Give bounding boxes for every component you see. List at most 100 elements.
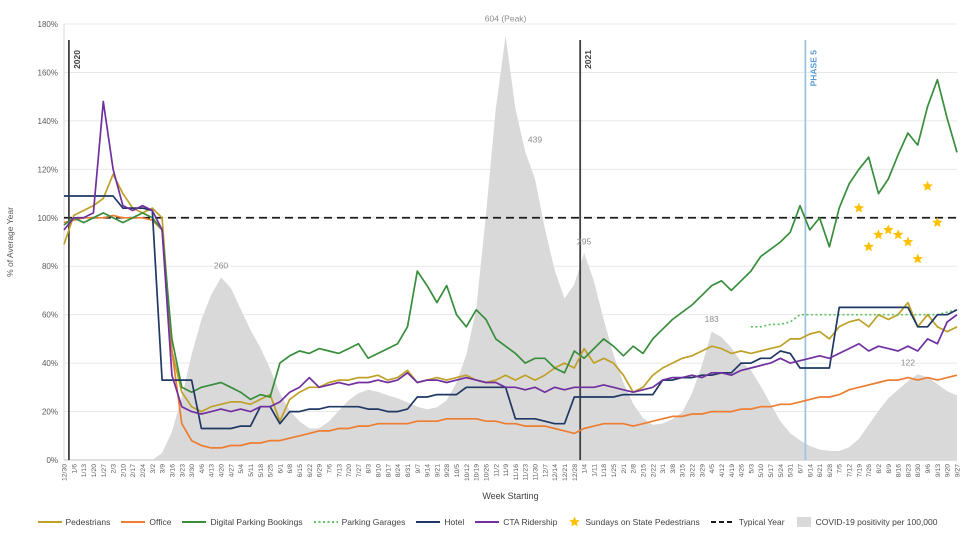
x-tick-label: 8/9 [886, 464, 893, 474]
x-tick-label: 7/20 [346, 464, 353, 477]
legend-item-covid-19-positivity-per-100-000[interactable]: COVID-19 positivity per 100,000 [796, 516, 938, 528]
x-tick-label: 3/22 [690, 464, 697, 477]
x-tick-label: 9/20 [945, 464, 952, 477]
x-tick-label: 6/28 [827, 464, 834, 477]
legend-item-digital-parking-bookings[interactable]: Digital Parking Bookings [182, 516, 303, 528]
annotation-122: 122 [901, 358, 915, 368]
x-tick-label: 5/10 [758, 464, 765, 477]
legend-item-parking-garages[interactable]: Parking Garages [313, 516, 406, 528]
x-tick-label: 3/2 [150, 464, 157, 474]
series-line-pedestrians [63, 173, 958, 423]
x-tick-label: 6/8 [287, 464, 294, 474]
x-tick-label: 9/7 [415, 464, 422, 474]
vline-label-2021: 2021 [583, 50, 593, 69]
star-marker-sundays-on-state-pedestrians [892, 229, 904, 240]
x-tick-label: 7/19 [856, 464, 863, 477]
legend-label: COVID-19 positivity per 100,000 [815, 517, 938, 527]
legend-swatch-line [182, 521, 207, 523]
x-tick-label: 9/6 [925, 464, 932, 474]
annotation-439: 439 [528, 135, 542, 145]
y-tick-label: 0% [46, 456, 58, 465]
legend-label: Digital Parking Bookings [210, 517, 303, 527]
x-tick-label: 8/2 [876, 464, 883, 474]
legend-swatch-line [37, 521, 62, 523]
legend-label: Parking Garages [341, 517, 406, 527]
x-tick-label: 8/24 [395, 464, 402, 477]
x-tick-label: 8/17 [385, 464, 392, 477]
y-tick-label: 40% [42, 359, 58, 368]
legend-item-hotel[interactable]: Hotel [416, 516, 464, 528]
x-tick-label: 1/4 [582, 464, 589, 474]
x-tick-label: 7/5 [837, 464, 844, 474]
y-axis-title: % of Average Year [5, 207, 15, 277]
x-tick-label: 3/9 [160, 464, 167, 474]
series-line-hotel [64, 195, 958, 430]
y-tick-label: 160% [38, 68, 58, 77]
x-tick-label: 12/30 [62, 464, 69, 481]
star-marker-sundays-on-state-pedestrians [902, 236, 914, 247]
x-tick-label: 5/24 [778, 464, 785, 477]
legend-item-pedestrians[interactable]: Pedestrians [37, 516, 111, 528]
legend-swatch-line [475, 521, 500, 523]
annotation-183: 183 [705, 314, 719, 324]
y-tick-label: 60% [42, 311, 58, 320]
x-tick-label: 11/30 [533, 464, 540, 481]
x-tick-label: 8/31 [405, 464, 412, 477]
x-tick-label: 5/3 [748, 464, 755, 474]
legend-swatch-dotted [313, 521, 338, 523]
x-tick-label: 9/14 [425, 464, 432, 477]
x-tick-label: 3/30 [189, 464, 196, 477]
x-tick-label: 9/21 [434, 464, 441, 477]
x-tick-label: 8/3 [366, 464, 373, 474]
x-tick-label: 5/17 [768, 464, 775, 477]
x-tick-label: 7/27 [356, 464, 363, 477]
x-tick-label: 3/1 [660, 464, 667, 474]
legend-item-office[interactable]: Office [121, 516, 171, 528]
star-marker-sundays-on-state-pedestrians [853, 202, 865, 213]
x-tick-label: 1/25 [611, 464, 618, 477]
x-tick-label: 5/25 [268, 464, 275, 477]
legend-label: Pedestrians [65, 517, 111, 527]
x-tick-label: 7/26 [866, 464, 873, 477]
x-tick-label: 1/18 [601, 464, 608, 477]
x-tick-label: 8/23 [905, 464, 912, 477]
x-tick-label: 2/8 [631, 464, 638, 474]
vline-label-phase-5: PHASE 5 [808, 50, 818, 87]
x-tick-label: 1/20 [91, 464, 98, 477]
star-marker-sundays-on-state-pedestrians [873, 229, 884, 240]
x-tick-label: 1/13 [81, 464, 88, 477]
y-tick-label: 140% [38, 117, 58, 126]
x-tick-label: 10/26 [483, 464, 490, 481]
x-tick-label: 7/12 [847, 464, 854, 477]
y-tick-label: 180% [38, 20, 58, 29]
legend-item-sundays-on-state-pedestrians[interactable]: Sundays on State Pedestrians [568, 516, 700, 528]
x-tick-label: 5/18 [258, 464, 265, 477]
x-tick-label: 6/14 [807, 464, 814, 477]
x-tick-label: 5/11 [248, 464, 255, 477]
x-tick-label: 4/12 [719, 464, 726, 477]
x-tick-label: 8/30 [915, 464, 922, 477]
x-tick-label: 4/20 [219, 464, 226, 477]
series-line-cta-ridership [63, 100, 958, 415]
x-tick-label: 5/4 [238, 464, 245, 474]
x-tick-label: 2/10 [120, 464, 127, 477]
x-tick-label: 12/14 [552, 464, 559, 481]
x-tick-label: 11/16 [513, 464, 520, 481]
x-tick-label: 6/15 [297, 464, 304, 477]
weekly-recovery-chart: 0% 20% 40% 60% 80% 100% 120% 140% 160% 180% 2020 20… [5, 14, 962, 501]
x-tick-label: 7/13 [336, 464, 343, 477]
star-marker-sundays-on-state-pedestrians [883, 224, 894, 235]
star-marker-sundays-on-state-pedestrians [922, 180, 933, 191]
legend-label: Hotel [444, 517, 465, 527]
x-tick-label: 4/5 [709, 464, 716, 474]
annotation-295: 295 [577, 236, 591, 246]
x-tick-label: 1/11 [591, 464, 598, 477]
legend-item-typical-year[interactable]: Typical Year [710, 516, 785, 528]
x-tick-label: 10/19 [474, 464, 481, 481]
y-tick-label: 120% [38, 165, 58, 174]
x-tick-label: 9/13 [935, 464, 942, 477]
legend-item-cta-ridership[interactable]: CTA Ridership [475, 516, 557, 528]
x-tick-label: 2/22 [650, 464, 657, 477]
legend-swatch-line [121, 521, 146, 523]
vline-label-2020: 2020 [72, 50, 82, 69]
